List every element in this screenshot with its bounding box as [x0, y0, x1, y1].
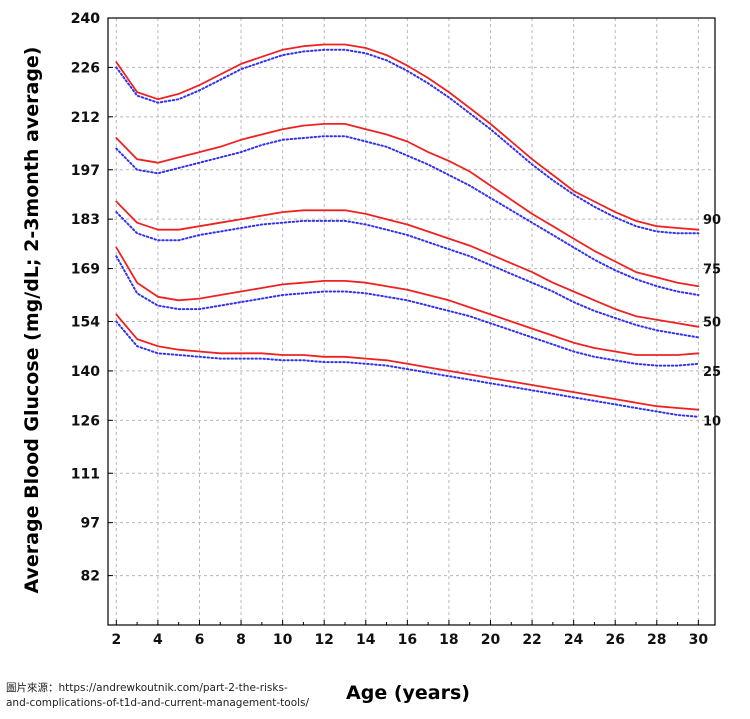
y-tick-label: 169	[71, 262, 100, 278]
percentile-label: 10	[703, 414, 721, 429]
y-axis-title: Average Blood Glucose (mg/dL; 2-3month a…	[21, 47, 43, 594]
x-tick-label: 8	[236, 632, 246, 648]
percentile-25-dotted-line	[115, 255, 700, 367]
percentile-10-dotted-line	[115, 320, 700, 418]
percentile-90-dotted-line	[115, 48, 700, 235]
y-tick-label-top: 240	[71, 11, 100, 27]
y-tick-label: 154	[71, 315, 100, 331]
x-tick-label: 6	[195, 632, 205, 648]
vertical-gridlines	[115, 18, 699, 625]
x-tick-label: 16	[398, 632, 417, 648]
source-line-2: and-complications-of-t1d-and-current-man…	[6, 697, 310, 709]
percentile-75-dotted-line	[115, 135, 700, 296]
x-tick-label: 2	[111, 632, 121, 648]
percentile-label: 25	[703, 365, 721, 380]
percentile-labels: 90 75 50 25 10	[703, 213, 721, 429]
y-tick-label: 240	[71, 11, 100, 27]
percentile-10-solid-line	[115, 313, 700, 411]
x-tick-label: 18	[439, 632, 458, 648]
percentile-label: 75	[703, 263, 721, 278]
x-tick-label: 28	[647, 632, 666, 648]
x-tick-label: 14	[356, 632, 376, 648]
percentile-25-solid-line	[115, 246, 700, 356]
percentile-curves	[115, 43, 700, 418]
y-tick-label: 183	[71, 212, 100, 228]
y-tick-label: 226	[71, 60, 100, 76]
y-tick-label: 82	[81, 569, 100, 585]
y-tick-label: 140	[71, 364, 100, 380]
x-tick-label: 10	[273, 632, 293, 648]
x-axis-title: Age (years)	[346, 682, 470, 704]
x-tick-label: 4	[153, 632, 163, 648]
x-axis-ticks: 2 4 6 8 10 12 14 16 18 20 22 24 26 28 30	[111, 620, 708, 648]
y-tick-label: 97	[81, 516, 100, 532]
percentile-50-dotted-line	[115, 211, 700, 339]
x-tick-label: 12	[314, 632, 333, 648]
percentile-label: 90	[703, 213, 721, 228]
y-tick-label: 197	[71, 163, 100, 179]
x-tick-label: 22	[522, 632, 541, 648]
percentile-75-solid-line	[115, 123, 700, 288]
x-tick-label: 24	[564, 632, 584, 648]
x-tick-label: 26	[605, 632, 624, 648]
percentile-50-solid-line	[115, 200, 700, 328]
y-tick-label: 126	[71, 413, 100, 429]
image-source-caption: 圖片來源：https://andrewkoutnik.com/part-2-th…	[6, 681, 356, 711]
y-tick-label: 212	[71, 110, 100, 126]
percentile-90-solid-line	[115, 43, 700, 231]
x-tick-label: 20	[481, 632, 501, 648]
x-tick-label: 30	[689, 632, 709, 648]
percentile-label: 50	[703, 316, 721, 331]
source-line-1: 圖片來源：https://andrewkoutnik.com/part-2-th…	[6, 682, 288, 694]
y-tick-label: 111	[71, 466, 100, 482]
